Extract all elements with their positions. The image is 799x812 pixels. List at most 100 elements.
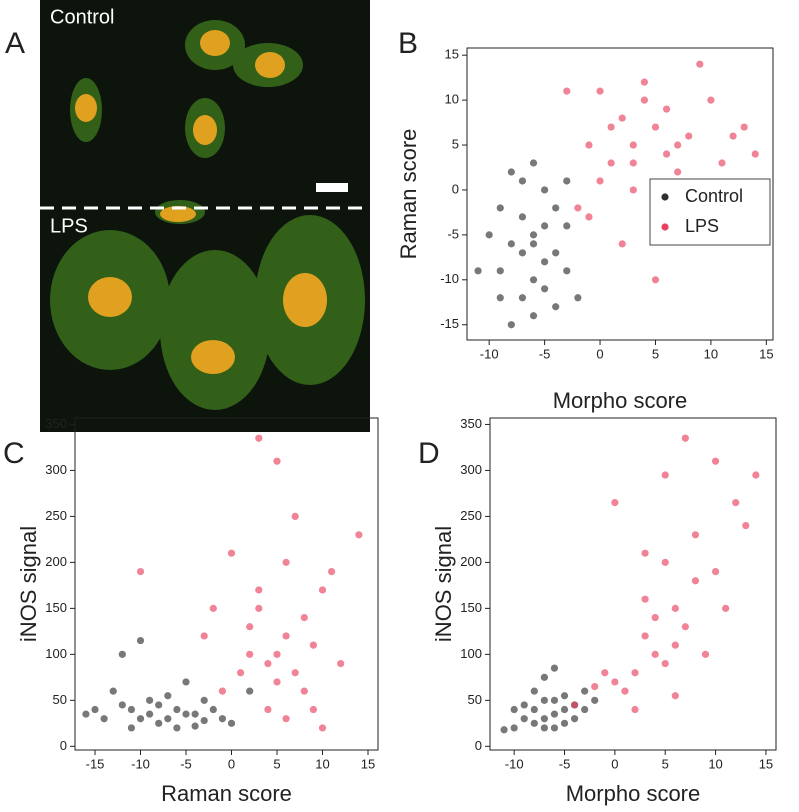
x-tick-label: -5: [559, 756, 571, 771]
point: [246, 687, 254, 695]
point: [507, 168, 515, 176]
point: [661, 558, 669, 566]
point: [510, 705, 518, 714]
point: [300, 687, 308, 695]
point: [200, 696, 208, 704]
y-tick-label: 200: [45, 554, 67, 569]
image-label: Control: [50, 6, 114, 28]
point: [530, 687, 538, 695]
point: [681, 434, 689, 442]
point: [136, 636, 145, 645]
point: [318, 586, 327, 594]
point: [218, 715, 227, 723]
point: [570, 701, 579, 709]
point: [585, 141, 593, 149]
y-axis-label: iNOS signal: [16, 526, 41, 642]
point: [541, 186, 549, 194]
point: [529, 312, 538, 320]
point: [227, 719, 236, 727]
point: [560, 705, 569, 714]
point: [563, 87, 571, 95]
y-tick-label: 0: [475, 738, 482, 753]
x-tick-label: -5: [180, 756, 192, 771]
point: [662, 150, 671, 158]
point: [607, 159, 615, 167]
point: [520, 701, 528, 709]
x-tick-label: 15: [361, 756, 375, 771]
point: [711, 457, 720, 465]
point: [507, 321, 515, 329]
y-axis-label: Raman score: [396, 129, 421, 260]
point: [691, 531, 700, 539]
point: [496, 294, 504, 302]
point: [631, 669, 639, 677]
point: [560, 719, 569, 727]
point: [563, 267, 571, 275]
point: [127, 705, 136, 714]
point: [729, 132, 737, 140]
point: [662, 105, 671, 113]
point: [496, 204, 504, 212]
point: [273, 650, 281, 658]
point: [631, 705, 639, 714]
point: [264, 705, 272, 714]
point: [182, 710, 190, 718]
point: [541, 285, 549, 293]
y-tick-label: 50: [53, 692, 67, 707]
panel-label: A: [5, 27, 25, 60]
x-tick-label: 0: [596, 346, 603, 361]
point: [674, 141, 682, 149]
point: [227, 549, 236, 557]
point: [550, 710, 559, 718]
point: [641, 549, 649, 557]
point: [732, 499, 740, 507]
point: [574, 204, 582, 212]
point: [82, 710, 90, 718]
y-tick-label: -15: [440, 316, 459, 331]
point: [209, 604, 217, 612]
point: [671, 641, 679, 649]
y-tick-label: 100: [45, 646, 67, 661]
y-tick-label: 150: [460, 600, 482, 615]
point: [246, 650, 254, 658]
point: [661, 471, 669, 479]
point: [707, 96, 715, 104]
point: [596, 87, 604, 95]
point: [218, 687, 227, 695]
y-tick-label: 200: [460, 554, 482, 569]
point: [618, 240, 626, 248]
point: [541, 222, 549, 230]
point: [127, 724, 136, 732]
point: [611, 678, 619, 686]
y-tick-label: 350: [460, 416, 482, 431]
point: [496, 267, 504, 275]
point: [255, 434, 263, 442]
point: [155, 719, 163, 727]
point: [618, 114, 626, 122]
point: [118, 701, 126, 709]
point: [540, 724, 548, 732]
point: [518, 213, 527, 221]
point: [337, 659, 345, 668]
point: [136, 567, 145, 576]
point: [146, 696, 154, 704]
point: [530, 719, 538, 727]
point: [109, 687, 117, 695]
point: [752, 471, 760, 479]
point: [591, 682, 599, 691]
x-axis-label: Morpho score: [566, 781, 701, 806]
point: [500, 726, 508, 734]
point: [685, 132, 693, 140]
point: [751, 150, 759, 158]
y-tick-label: 150: [45, 600, 67, 615]
point: [191, 722, 199, 730]
plot-frame: [489, 417, 777, 751]
point: [155, 701, 163, 709]
y-tick-label: 15: [445, 47, 459, 62]
point: [552, 204, 560, 212]
point: [552, 303, 560, 311]
point: [164, 692, 172, 700]
point: [485, 231, 493, 239]
point: [209, 705, 217, 714]
